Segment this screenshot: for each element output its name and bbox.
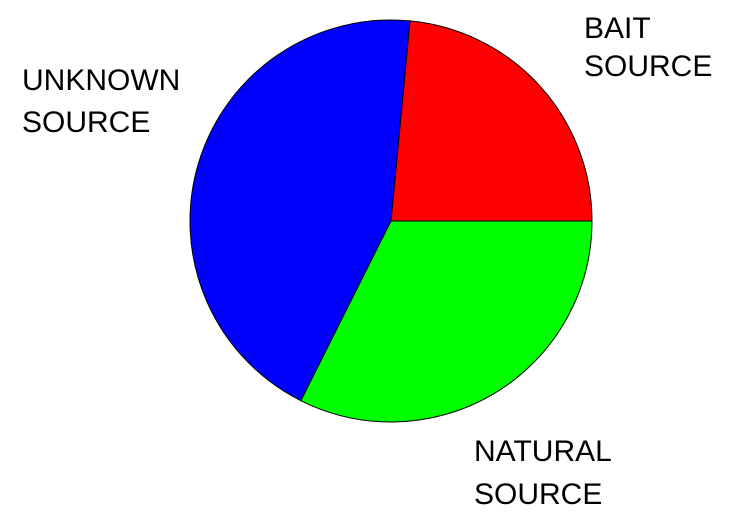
slice-label-natural-line1: NATURAL bbox=[474, 435, 611, 468]
slice-label-natural-line2: SOURCE bbox=[474, 478, 602, 511]
slice-label-unknown: UNKNOWN SOURCE bbox=[22, 64, 189, 139]
pie-slices bbox=[189, 19, 593, 423]
pie-labels: BAIT SOURCE NATURAL SOURCE UNKNOWN SOURC… bbox=[22, 12, 712, 511]
pie-slice-bait-source bbox=[390, 20, 593, 222]
slice-label-natural: NATURAL SOURCE bbox=[474, 435, 619, 511]
slice-label-bait-line1: BAIT bbox=[584, 12, 650, 45]
slice-label-unknown-line1: UNKNOWN bbox=[22, 64, 180, 97]
slice-label-unknown-line2: SOURCE bbox=[22, 106, 150, 139]
pie-slice-unknown-source bbox=[300, 220, 593, 423]
pie-slice-natural-source bbox=[189, 19, 411, 402]
slice-label-bait: BAIT SOURCE bbox=[584, 12, 712, 83]
slice-label-bait-line2: SOURCE bbox=[584, 50, 712, 83]
